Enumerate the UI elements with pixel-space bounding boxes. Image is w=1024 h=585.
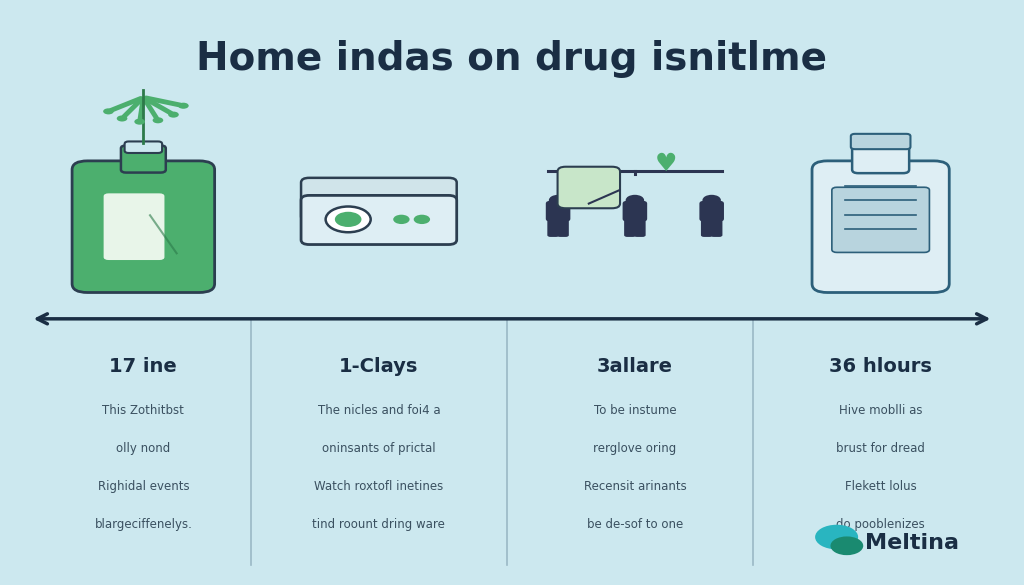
- FancyBboxPatch shape: [301, 195, 457, 245]
- FancyBboxPatch shape: [557, 167, 621, 208]
- FancyBboxPatch shape: [103, 193, 165, 260]
- Text: Meltina: Meltina: [865, 533, 959, 553]
- Circle shape: [830, 536, 863, 555]
- FancyBboxPatch shape: [557, 216, 569, 237]
- Circle shape: [414, 215, 430, 224]
- Text: Home indas on drug isnitlme: Home indas on drug isnitlme: [197, 40, 827, 77]
- Circle shape: [335, 212, 361, 227]
- FancyBboxPatch shape: [711, 216, 722, 237]
- FancyBboxPatch shape: [301, 178, 457, 221]
- Text: Watch roxtofl inetines: Watch roxtofl inetines: [314, 480, 443, 493]
- FancyBboxPatch shape: [546, 201, 570, 222]
- Text: Recensit arinants: Recensit arinants: [584, 480, 686, 493]
- FancyBboxPatch shape: [812, 161, 949, 292]
- Text: The nicles and foi4 a: The nicles and foi4 a: [317, 404, 440, 417]
- FancyBboxPatch shape: [699, 201, 724, 222]
- Text: This Zothitbst: This Zothitbst: [102, 404, 184, 417]
- Text: Flekett lolus: Flekett lolus: [845, 480, 916, 493]
- Text: oninsants of prictal: oninsants of prictal: [323, 442, 435, 455]
- FancyArrowPatch shape: [38, 314, 986, 324]
- FancyBboxPatch shape: [72, 161, 215, 292]
- Text: blargeciffenelys.: blargeciffenelys.: [94, 518, 193, 531]
- Text: ♥: ♥: [654, 152, 677, 177]
- Circle shape: [815, 525, 858, 549]
- Circle shape: [549, 195, 567, 205]
- Text: 3allare: 3allare: [597, 357, 673, 376]
- Circle shape: [626, 195, 644, 205]
- Circle shape: [702, 195, 721, 205]
- Text: 1-Clays: 1-Clays: [339, 357, 419, 376]
- FancyBboxPatch shape: [634, 216, 645, 237]
- FancyBboxPatch shape: [700, 216, 713, 237]
- Circle shape: [153, 117, 163, 123]
- Text: 36 hlours: 36 hlours: [829, 357, 932, 376]
- FancyBboxPatch shape: [625, 216, 636, 237]
- Circle shape: [393, 215, 410, 224]
- Text: tind roount dring ware: tind roount dring ware: [312, 518, 445, 531]
- Circle shape: [326, 207, 371, 232]
- Text: be de-sof to one: be de-sof to one: [587, 518, 683, 531]
- Text: brust for dread: brust for dread: [837, 442, 925, 455]
- FancyBboxPatch shape: [548, 216, 559, 237]
- Circle shape: [117, 115, 127, 122]
- Text: Righidal events: Righidal events: [97, 480, 189, 493]
- FancyBboxPatch shape: [125, 142, 162, 153]
- Circle shape: [168, 112, 179, 118]
- Circle shape: [134, 119, 145, 125]
- FancyBboxPatch shape: [121, 146, 166, 173]
- Circle shape: [103, 108, 114, 115]
- Text: To be instume: To be instume: [594, 404, 676, 417]
- Text: Hive moblli as: Hive moblli as: [839, 404, 923, 417]
- Text: rerglove oring: rerglove oring: [593, 442, 677, 455]
- Text: 17 ine: 17 ine: [110, 357, 177, 376]
- FancyBboxPatch shape: [852, 142, 909, 173]
- FancyBboxPatch shape: [851, 134, 910, 149]
- Text: olly nond: olly nond: [117, 442, 170, 455]
- Text: do pooblenizes: do pooblenizes: [837, 518, 925, 531]
- FancyBboxPatch shape: [623, 201, 647, 222]
- Circle shape: [178, 103, 188, 109]
- FancyBboxPatch shape: [831, 187, 930, 253]
